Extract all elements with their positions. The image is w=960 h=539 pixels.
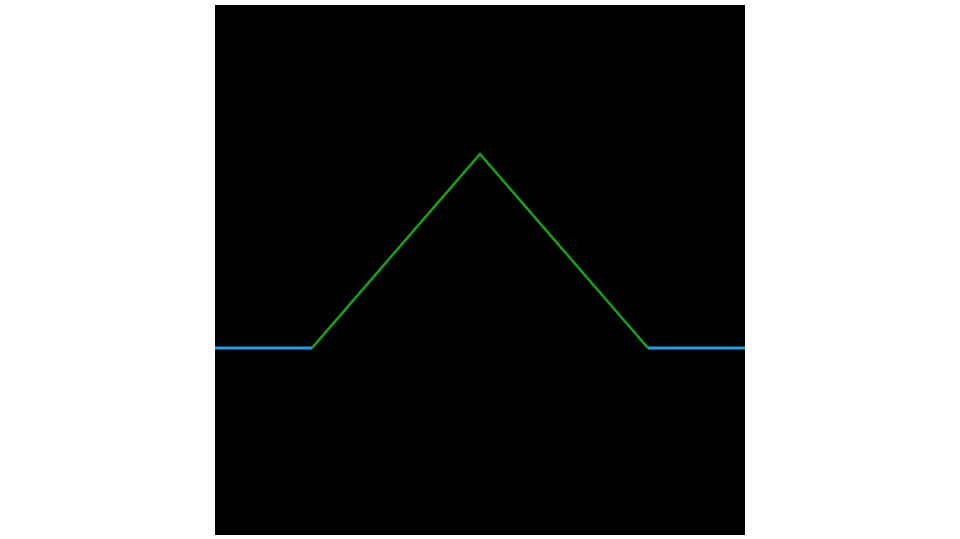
green-triangle-outline (312, 154, 648, 348)
diagram-lines (0, 0, 960, 539)
diagram-stage (0, 0, 960, 539)
